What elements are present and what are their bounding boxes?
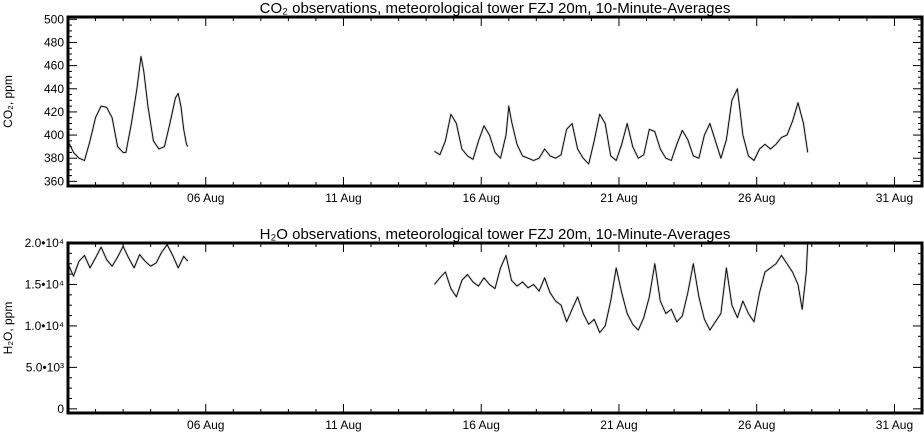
x-tick-label: 16 Aug <box>463 191 500 205</box>
y-tick-label: 400 <box>44 128 64 142</box>
co2-series <box>66 55 809 166</box>
co2-plot-frame <box>66 15 924 188</box>
x-tick-label: 16 Aug <box>463 418 500 432</box>
y-tick-label: 2.0•10⁴ <box>25 236 64 250</box>
series-line <box>67 244 189 277</box>
y-tick-label: 420 <box>44 105 64 119</box>
y-tick-label: 380 <box>44 151 64 165</box>
y-tick-label: 440 <box>44 82 64 96</box>
x-tick-label: 06 Aug <box>187 191 224 205</box>
h2o-series <box>66 242 809 334</box>
co2-chart-title: CO₂ observations, meteorological tower F… <box>260 0 731 17</box>
x-tick-label: 21 Aug <box>600 418 637 432</box>
x-tick-label: 26 Aug <box>738 191 775 205</box>
x-tick-label: 31 Aug <box>876 191 913 205</box>
y-tick-label: 460 <box>44 59 64 73</box>
y-tick-label: 5.0•10³ <box>26 360 64 374</box>
y-tick-label: 500 <box>44 12 64 26</box>
x-tick-label: 21 Aug <box>600 191 637 205</box>
h2o-y-axis-label: H₂O, ppm <box>1 302 15 355</box>
y-tick-label: 1.0•10⁴ <box>25 319 64 333</box>
co2-panel: CO₂ observations, meteorological tower F… <box>1 0 924 205</box>
h2o-chart-title: H₂O observations, meteorological tower F… <box>260 226 731 243</box>
x-tick-label: 31 Aug <box>876 418 913 432</box>
series-noise-band <box>433 87 809 166</box>
series-noise-band <box>66 55 189 162</box>
x-tick-label: 11 Aug <box>325 418 361 432</box>
h2o-plot-frame <box>66 241 924 415</box>
y-tick-label: 1.5•10⁴ <box>25 277 64 291</box>
y-tick-label: 0 <box>57 402 64 416</box>
x-tick-label: 11 Aug <box>325 191 361 205</box>
y-tick-label: 480 <box>44 35 64 49</box>
co2-y-axis-label: CO₂, ppm <box>1 75 15 128</box>
series-line <box>67 55 189 161</box>
x-tick-label: 06 Aug <box>187 418 224 432</box>
series-line <box>434 88 809 165</box>
series-line <box>434 242 809 334</box>
co2-axis-ticks: 06 Aug 11 Aug 16 Aug 21 Aug 26 Aug 31 Aug 360 3… <box>44 12 923 205</box>
x-tick-label: 26 Aug <box>738 418 775 432</box>
y-tick-label: 360 <box>44 174 64 188</box>
h2o-axis-ticks: 06 Aug 11 Aug 16 Aug 21 Aug 26 Aug 31 Aug 0 5.0… <box>25 236 923 432</box>
h2o-panel: H₂O observations, meteorological tower F… <box>1 226 924 432</box>
